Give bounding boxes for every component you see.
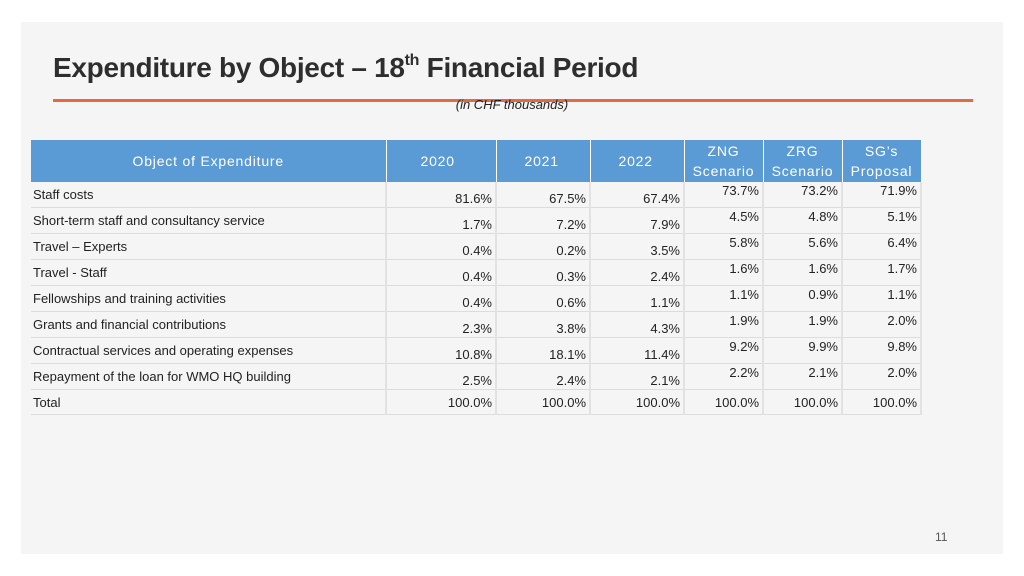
row-label: Contractual services and operating expen… xyxy=(31,337,387,364)
title-superscript: th xyxy=(404,52,420,69)
cell-2020: 0.4% xyxy=(386,285,497,312)
header-sg-line1: SG’s xyxy=(864,143,899,159)
cell-sg: 100.0% xyxy=(842,389,922,415)
cell-2021: 0.2% xyxy=(496,233,591,260)
cell-2021: 3.8% xyxy=(496,311,591,338)
cell-zng: 1.6% xyxy=(684,259,764,286)
cell-2020: 10.8% xyxy=(386,337,497,364)
cell-2022: 4.3% xyxy=(590,311,685,338)
cell-2021: 0.3% xyxy=(496,259,591,286)
table-row: Short-term staff and consultancy service… xyxy=(31,207,922,234)
cell-sg: 2.0% xyxy=(842,363,922,390)
cell-2020: 0.4% xyxy=(386,233,497,260)
header-zrg: ZRG Scenario xyxy=(763,140,843,182)
cell-zrg: 100.0% xyxy=(763,389,843,415)
cell-2021: 0.6% xyxy=(496,285,591,312)
row-label: Staff costs xyxy=(31,182,387,208)
cell-2020: 2.5% xyxy=(386,363,497,390)
header-zng: ZNG Scenario xyxy=(684,140,764,182)
cell-2020: 0.4% xyxy=(386,259,497,286)
title-main: Expenditure by Object – 18 xyxy=(53,52,405,83)
table-row: Travel – Experts 0.4% 0.2% 3.5% 5.8% 5.6… xyxy=(31,233,922,260)
row-label: Fellowships and training activities xyxy=(31,285,387,312)
cell-2020: 81.6% xyxy=(386,182,497,208)
cell-2021: 67.5% xyxy=(496,182,591,208)
cell-sg: 2.0% xyxy=(842,311,922,338)
cell-zrg: 1.6% xyxy=(763,259,843,286)
cell-2021: 2.4% xyxy=(496,363,591,390)
cell-sg: 71.9% xyxy=(842,182,922,208)
header-zng-line2: Scenario xyxy=(692,163,755,179)
header-zng-line1: ZNG xyxy=(707,143,740,159)
cell-zrg: 4.8% xyxy=(763,207,843,234)
cell-sg: 1.7% xyxy=(842,259,922,286)
row-label: Repayment of the loan for WMO HQ buildin… xyxy=(31,363,387,390)
header-zrg-line2: Scenario xyxy=(771,163,834,179)
row-label: Short-term staff and consultancy service xyxy=(31,207,387,234)
cell-sg: 1.1% xyxy=(842,285,922,312)
cell-zng: 100.0% xyxy=(684,389,764,415)
total-row: Total 100.0% 100.0% 100.0% 100.0% 100.0%… xyxy=(31,389,922,415)
cell-zng: 2.2% xyxy=(684,363,764,390)
title-tail: Financial Period xyxy=(419,52,639,83)
header-2022: 2022 xyxy=(590,140,685,182)
cell-zng: 5.8% xyxy=(684,233,764,260)
table-row: Grants and financial contributions 2.3% … xyxy=(31,311,922,338)
cell-zrg: 9.9% xyxy=(763,337,843,364)
cell-2022: 2.1% xyxy=(590,363,685,390)
page-title: Expenditure by Object – 18th Financial P… xyxy=(53,52,638,84)
cell-zrg: 0.9% xyxy=(763,285,843,312)
cell-2022: 3.5% xyxy=(590,233,685,260)
cell-zrg: 2.1% xyxy=(763,363,843,390)
cell-2022: 1.1% xyxy=(590,285,685,312)
cell-zng: 9.2% xyxy=(684,337,764,364)
page-number: 11 xyxy=(935,530,948,544)
table-row: Repayment of the loan for WMO HQ buildin… xyxy=(31,363,922,390)
cell-2022: 100.0% xyxy=(590,389,685,415)
table-row: Fellowships and training activities 0.4%… xyxy=(31,285,922,312)
cell-sg: 9.8% xyxy=(842,337,922,364)
cell-zng: 1.1% xyxy=(684,285,764,312)
cell-sg: 6.4% xyxy=(842,233,922,260)
row-label: Grants and financial contributions xyxy=(31,311,387,338)
cell-2022: 7.9% xyxy=(590,207,685,234)
cell-zng: 1.9% xyxy=(684,311,764,338)
header-sg: SG’s Proposal xyxy=(842,140,922,182)
units-subtitle: (in CHF thousands) xyxy=(455,97,569,112)
table-row: Contractual services and operating expen… xyxy=(31,337,922,364)
row-label: Travel - Staff xyxy=(31,259,387,286)
header-2021: 2021 xyxy=(496,140,591,182)
row-label: Total xyxy=(31,389,387,415)
title-underline xyxy=(53,99,973,102)
cell-zng: 73.7% xyxy=(684,182,764,208)
cell-2020: 1.7% xyxy=(386,207,497,234)
cell-2022: 67.4% xyxy=(590,182,685,208)
header-2020: 2020 xyxy=(386,140,497,182)
row-label: Travel – Experts xyxy=(31,233,387,260)
header-zrg-line1: ZRG xyxy=(786,143,819,159)
header-sg-line2: Proposal xyxy=(850,163,913,179)
cell-zrg: 1.9% xyxy=(763,311,843,338)
table-row: Staff costs 81.6% 67.5% 67.4% 73.7% 73.2… xyxy=(31,182,922,208)
cell-2020: 100.0% xyxy=(386,389,497,415)
cell-sg: 5.1% xyxy=(842,207,922,234)
cell-2020: 2.3% xyxy=(386,311,497,338)
cell-zng: 4.5% xyxy=(684,207,764,234)
cell-2022: 2.4% xyxy=(590,259,685,286)
expenditure-table: Object of Expenditure 2020 2021 2022 ZNG… xyxy=(31,140,922,415)
cell-2021: 18.1% xyxy=(496,337,591,364)
cell-2021: 7.2% xyxy=(496,207,591,234)
table-header-row: Object of Expenditure 2020 2021 2022 ZNG… xyxy=(31,140,922,182)
header-object: Object of Expenditure xyxy=(31,140,387,182)
cell-2021: 100.0% xyxy=(496,389,591,415)
table-row: Travel - Staff 0.4% 0.3% 2.4% 1.6% 1.6% … xyxy=(31,259,922,286)
cell-zrg: 73.2% xyxy=(763,182,843,208)
cell-2022: 11.4% xyxy=(590,337,685,364)
cell-zrg: 5.6% xyxy=(763,233,843,260)
